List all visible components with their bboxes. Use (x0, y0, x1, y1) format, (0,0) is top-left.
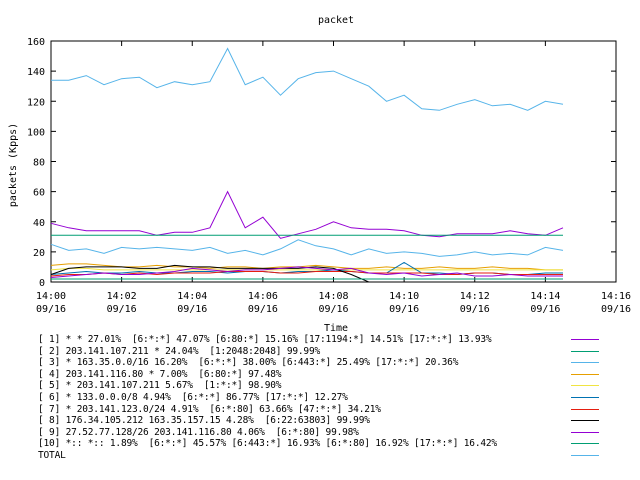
series-line (50, 271, 563, 277)
x-tick-label-date: 09/16 (36, 304, 66, 315)
y-tick-label: 100 (27, 127, 45, 138)
y-tick-label: 60 (33, 188, 45, 199)
legend-item: [ 4] 203.141.116.80 * 7.00% [6:80:*] 97.… (0, 369, 640, 380)
series-line (50, 239, 564, 257)
x-tick-label-time: 14:16 (601, 291, 631, 302)
chart-title: packet (318, 15, 354, 26)
series-line (50, 263, 563, 271)
y-tick-label: 40 (33, 218, 45, 229)
series-line (50, 267, 563, 271)
legend-swatch (571, 408, 599, 410)
legend-item: [ 3] * 163.35.0.0/16 16.20% [6:*:*] 38.0… (0, 357, 640, 368)
legend-label: [ 4] 203.141.116.80 * 7.00% [6:80:*] 97.… (38, 368, 282, 380)
x-tick-label-time: 14:14 (530, 291, 560, 302)
legend-swatch (571, 420, 599, 422)
x-tick-label-time: 14:12 (460, 291, 490, 302)
x-tick-label-time: 14:08 (318, 291, 348, 302)
chart-area: packet packets (Kpps) Time 0 20 40 60 80 100 1… (8, 15, 631, 334)
x-tick-label-time: 14:02 (107, 291, 137, 302)
legend-label: [ 8] 176.34.105.212 163.35.157.15 4.28% … (38, 415, 370, 427)
x-axis-label: Time (324, 323, 348, 334)
x-tick-label-date: 09/16 (177, 304, 207, 315)
y-tick-label: 80 (33, 158, 45, 169)
legend-item: [10] *:: *:: 1.89% [6:*:*] 45.57% [6:443… (0, 438, 640, 449)
legend-label: [ 1] * * 27.01% [6:*:*] 47.07% [6:80:*] … (38, 334, 492, 345)
legend-label: [ 7] * 203.141.123.0/24 4.91% [6:*:80] 6… (38, 403, 381, 415)
legend-item: [ 9] 27.52.77.128/26 203.141.116.80 4.06… (0, 427, 640, 438)
x-tick-label-date: 09/16 (460, 304, 490, 315)
legend-swatch (571, 350, 599, 352)
y-tick-label: 20 (33, 248, 45, 259)
legend-swatch (571, 385, 599, 387)
x-tick-label-date: 09/16 (318, 304, 348, 315)
y-tick-label: 0 (39, 278, 45, 289)
legend-label: [10] *:: *:: 1.89% [6:*:*] 45.57% [6:443… (38, 438, 497, 450)
legend-swatch (571, 455, 599, 456)
x-tick-label-time: 14:06 (248, 291, 278, 302)
legend-item: [ 1] * * 27.01% [6:*:*] 47.07% [6:80:*] … (0, 334, 640, 345)
legend-label: [ 2] 203.141.107.211 * 24.04% [1:2048:20… (38, 345, 321, 357)
legend-swatch (571, 397, 599, 398)
legend-item: [ 5] * 203.141.107.211 5.67% [1:*:*] 98.… (0, 380, 640, 391)
y-tick-label: 160 (27, 37, 45, 48)
legend-item: [ 2] 203.141.107.211 * 24.04% [1:2048:20… (0, 346, 640, 357)
x-tick-label-time: 14:10 (389, 291, 419, 302)
legend-label: [ 3] * 163.35.0.0/16 16.20% [6:*:*] 38.0… (38, 357, 459, 369)
axes: 0 20 40 60 80 100 120 140 160 14:00 09/16 14:02 09/1… (27, 37, 631, 315)
series-line (51, 47, 564, 111)
legend-label: [ 9] 27.52.77.128/26 203.141.116.80 4.06… (38, 426, 359, 438)
legend-swatch (571, 443, 599, 445)
x-tick-label-date: 09/16 (530, 304, 560, 315)
legend-swatch (571, 362, 599, 364)
x-tick-label-time: 14:04 (177, 291, 207, 302)
legend-label: [ 5] * 203.141.107.211 5.67% [1:*:*] 98.… (38, 380, 282, 392)
x-tick-label-date: 09/16 (389, 304, 419, 315)
x-tick-label-date: 09/16 (601, 304, 631, 315)
legend-swatch (571, 339, 599, 340)
legend-item: [ 6] * 133.0.0.0/8 4.94% [6:*:*] 86.77% … (0, 392, 640, 403)
x-tick-label-date: 09/16 (107, 304, 137, 315)
legend-label: TOTAL (38, 450, 66, 461)
legend-label: [ 6] * 133.0.0.0/8 4.94% [6:*:*] 86.77% … (38, 392, 348, 403)
legend-item: [ 8] 176.34.105.212 163.35.157.15 4.28% … (0, 415, 640, 426)
legend-item: TOTAL (0, 450, 640, 461)
x-tick-label-date: 09/16 (248, 304, 278, 315)
y-axis-label: packets (Kpps) (8, 123, 19, 207)
legend-item: [ 7] * 203.141.123.0/24 4.91% [6:*:80] 6… (0, 404, 640, 415)
series-line (50, 190, 564, 239)
x-tick-label-time: 14:00 (36, 291, 66, 302)
legend-swatch (571, 373, 599, 375)
series-lines (50, 47, 564, 283)
series-line (50, 266, 563, 278)
legend-swatch (571, 431, 599, 433)
y-tick-label: 120 (27, 97, 45, 108)
y-tick-label: 140 (27, 67, 45, 78)
